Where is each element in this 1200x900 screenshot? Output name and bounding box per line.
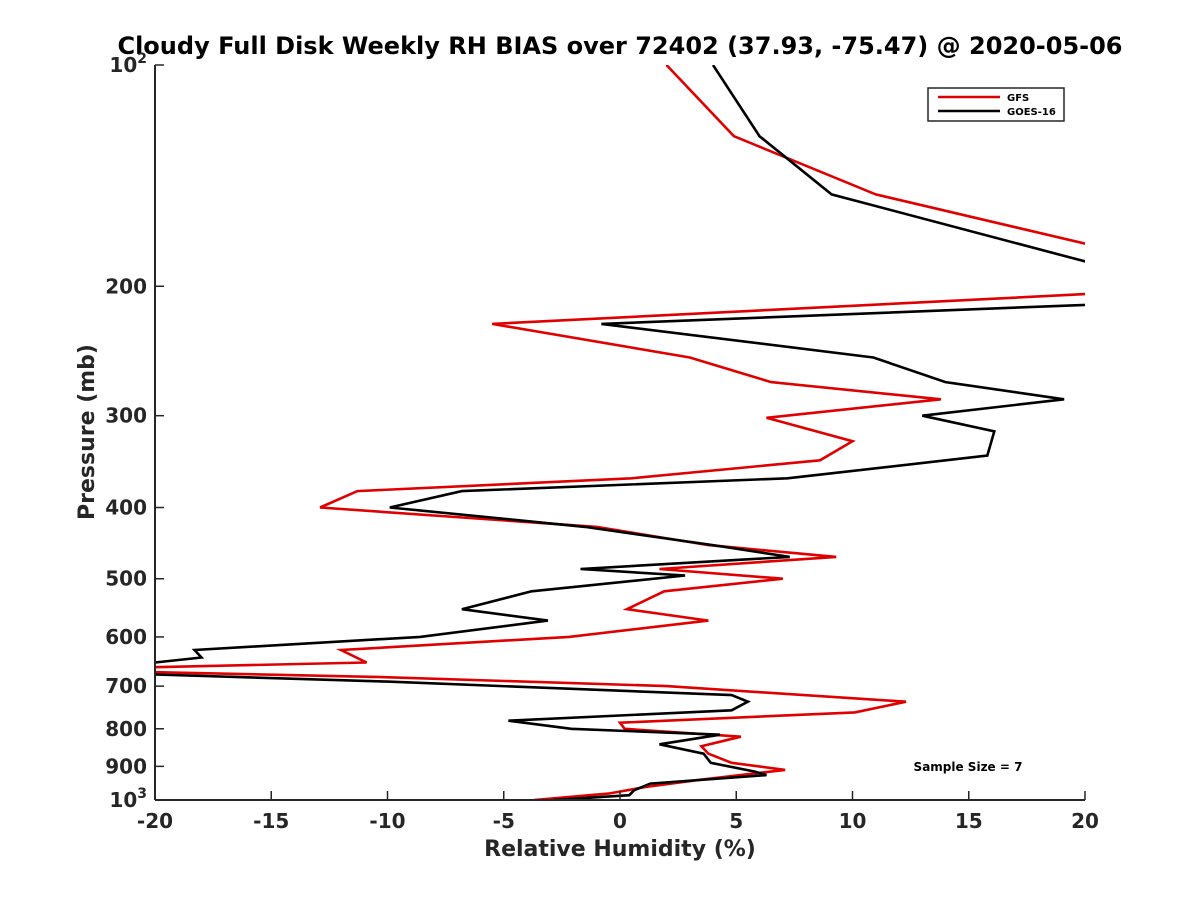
sample-size-annotation: Sample Size = 7	[914, 760, 1023, 774]
x-axis-label: Relative Humidity (%)	[484, 837, 756, 862]
y-axis-label: Pressure (mb)	[75, 344, 100, 520]
x-tick-label: 0	[613, 809, 627, 833]
y-tick-label: 800	[105, 717, 147, 741]
y-tick-label: 600	[105, 625, 147, 649]
y-axis-ticks: 102 200 300 400 500 600 700 800 900 103	[105, 51, 164, 812]
legend-box	[927, 87, 1065, 122]
x-tick-label: -5	[493, 809, 515, 833]
y-tick-label: 300	[105, 404, 147, 428]
y-tick-label: 500	[105, 567, 147, 591]
plot-area	[155, 65, 1085, 800]
chart-title: Cloudy Full Disk Weekly RH BIAS over 724…	[117, 32, 1122, 60]
legend-label-goes16: GOES-16	[1007, 107, 1056, 118]
x-tick-label: -10	[369, 809, 405, 833]
x-tick-label: 20	[1071, 809, 1099, 833]
x-tick-label: -20	[137, 809, 173, 833]
y-tick-label: 103	[109, 786, 147, 812]
series-layer	[155, 65, 1085, 800]
y-tick-label: 200	[105, 274, 147, 298]
legend-label-gfs: GFS	[1007, 93, 1029, 104]
y-tick-label: 102	[109, 51, 147, 77]
y-tick-label: 700	[105, 674, 147, 698]
x-axis-ticks: -20 -15 -10 -5 0 5 10 15 20	[137, 791, 1099, 833]
y-tick-label: 900	[105, 754, 147, 778]
x-tick-label: 5	[729, 809, 743, 833]
series-line-goes16	[155, 65, 1085, 800]
x-tick-label: -15	[253, 809, 289, 833]
series-line-gfs	[155, 65, 1085, 800]
y-tick-label: 400	[105, 496, 147, 520]
x-tick-label: 15	[955, 809, 983, 833]
legend: GFS GOES-16	[927, 87, 1065, 122]
x-tick-label: 10	[839, 809, 867, 833]
